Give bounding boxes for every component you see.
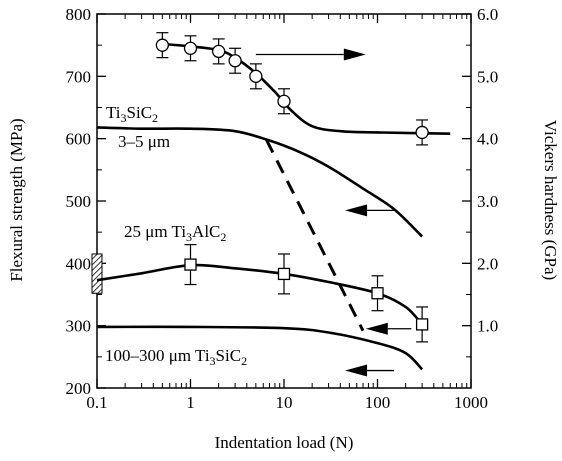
data-point-circle <box>249 69 263 83</box>
data-point-square <box>184 258 197 271</box>
data-point-square <box>277 267 291 281</box>
label-grain-size-upper: 3–5 μm <box>118 132 170 151</box>
y-axis-right-title: Vickers hardness (GPa) <box>541 120 560 280</box>
hatched-band <box>91 253 103 294</box>
arrow-2-head <box>365 322 388 335</box>
y-right-tick-label: 5.0 <box>477 67 498 86</box>
y-left-tick-label: 600 <box>66 130 92 149</box>
tick-marks <box>96 13 472 389</box>
x-axis-title: Indentation load (N) <box>215 433 354 452</box>
data-point-circle <box>415 125 429 140</box>
curves <box>91 42 451 371</box>
y-left-tick-label: 800 <box>66 5 92 24</box>
y-left-tick-label: 500 <box>66 192 92 211</box>
plot-frame <box>96 13 472 389</box>
tick-labels: 0.1 1 10 100 1000 200 300 400 500 600 700 800 1.0 2.0… <box>66 5 499 412</box>
y-right-tick-label: 2.0 <box>477 254 498 273</box>
y-right-tick-label: 6.0 <box>477 5 498 24</box>
label-ti3alc2: 25 μm Ti3AlC2 <box>124 222 226 244</box>
arrow-1-head <box>345 204 368 217</box>
data-point-circle <box>155 38 170 52</box>
x-tick-label: 1000 <box>454 393 488 412</box>
data-point-square <box>371 287 384 300</box>
series-4-line <box>265 139 365 332</box>
y-right-tick-label: 4.0 <box>477 130 498 149</box>
arrow-3-head <box>345 364 368 377</box>
series-0-line <box>162 42 451 135</box>
y-left-tick-label: 700 <box>66 67 92 86</box>
markers <box>155 32 429 343</box>
data-point-square <box>415 318 429 331</box>
x-tick-label: 10 <box>276 393 293 412</box>
arrows <box>255 48 412 377</box>
x-tick-label: 1 <box>186 393 195 412</box>
label-ti3sic2-upper: Ti3SiC2 <box>106 103 158 125</box>
y-left-tick-label: 300 <box>66 317 92 336</box>
y-left-tick-label: 400 <box>66 254 92 273</box>
y-left-tick-label: 200 <box>66 379 92 398</box>
data-point-circle <box>277 94 291 108</box>
label-ti3sic2-lower: 100–300 μm Ti3SiC2 <box>105 346 247 368</box>
x-tick-label: 100 <box>365 393 391 412</box>
y-axis-left-title: Flexural strength (MPa) <box>7 118 26 281</box>
series-1-line <box>96 126 424 238</box>
data-point-circle <box>183 41 198 55</box>
y-right-tick-label: 3.0 <box>477 192 498 211</box>
data-point-circle <box>228 54 242 68</box>
series-3-line <box>96 325 424 371</box>
data-point-circle <box>211 44 226 59</box>
y-right-tick-label: 1.0 <box>477 317 498 336</box>
arrow-0-head <box>343 48 366 61</box>
x-tick-label: 0.1 <box>86 393 107 412</box>
